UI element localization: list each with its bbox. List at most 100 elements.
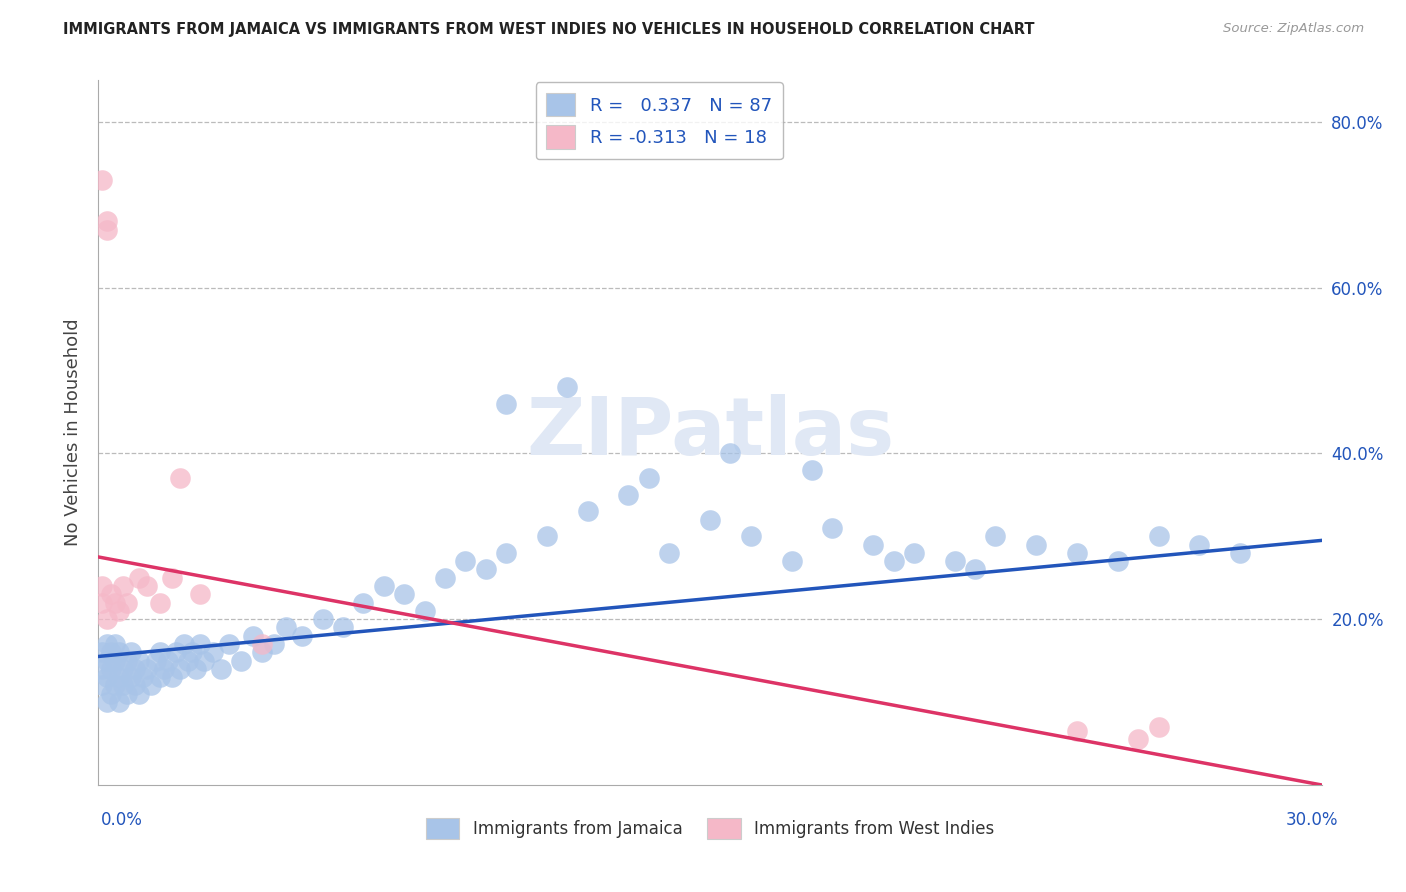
Point [392,587,416,601]
Point [312,612,335,626]
Point [136,662,159,676]
Point [1107,554,1129,568]
Point [115,596,138,610]
Point [699,513,721,527]
Point [91,579,114,593]
Point [186,662,208,676]
Point [1025,537,1047,551]
Point [883,554,905,568]
Point [617,488,640,502]
Point [218,637,240,651]
Point [104,678,127,692]
Point [132,670,155,684]
Text: IMMIGRANTS FROM JAMAICA VS IMMIGRANTS FROM WEST INDIES NO VEHICLES IN HOUSEHOLD : IMMIGRANTS FROM JAMAICA VS IMMIGRANTS FR… [63,22,1035,37]
Point [169,471,191,485]
Text: Source: ZipAtlas.com: Source: ZipAtlas.com [1223,22,1364,36]
Point [821,521,844,535]
Point [104,637,127,651]
Point [96,637,118,651]
Point [862,537,884,551]
Point [96,670,118,684]
Point [100,587,122,601]
Legend: Immigrants from Jamaica, Immigrants from West Indies: Immigrants from Jamaica, Immigrants from… [418,810,1002,847]
Point [209,662,232,676]
Point [250,637,273,651]
Point [780,554,803,568]
Point [263,637,285,651]
Text: ZIPatlas: ZIPatlas [526,393,894,472]
Point [149,645,172,659]
Point [91,596,114,610]
Point [120,645,142,659]
Point [169,662,191,676]
Point [1066,724,1088,739]
Point [96,654,118,668]
Point [352,596,374,610]
Point [1188,537,1211,551]
Point [555,380,579,394]
Text: 0.0%: 0.0% [101,811,143,829]
Point [242,629,264,643]
Point [373,579,395,593]
Point [1229,546,1251,560]
Point [152,662,174,676]
Point [96,214,118,228]
Point [111,678,134,692]
Point [965,562,987,576]
Point [495,546,517,560]
Point [274,620,297,634]
Point [91,678,114,692]
Point [181,645,204,659]
Point [100,662,122,676]
Point [201,645,224,659]
Point [188,587,212,601]
Point [108,695,131,709]
Point [108,645,131,659]
Point [474,562,498,576]
Point [115,687,138,701]
Point [1147,529,1170,543]
Point [91,662,114,676]
Point [128,687,150,701]
Point [156,654,179,668]
Point [128,571,150,585]
Point [637,471,661,485]
Point [115,654,138,668]
Point [1066,546,1088,560]
Point [718,446,742,460]
Point [104,654,127,668]
Point [96,612,118,626]
Point [165,645,187,659]
Point [231,654,253,668]
Point [100,687,122,701]
Point [454,554,477,568]
Point [332,620,354,634]
Point [149,596,172,610]
Point [903,546,925,560]
Point [120,670,142,684]
Point [576,504,599,518]
Y-axis label: No Vehicles in Household: No Vehicles in Household [63,318,82,547]
Point [108,670,131,684]
Point [801,463,824,477]
Point [658,546,681,560]
Point [173,637,195,651]
Point [108,604,131,618]
Point [250,645,273,659]
Point [434,571,457,585]
Point [104,596,127,610]
Point [96,695,118,709]
Point [291,629,314,643]
Point [136,579,159,593]
Point [111,579,134,593]
Text: 30.0%: 30.0% [1286,811,1339,829]
Point [100,645,122,659]
Point [413,604,436,618]
Point [111,662,134,676]
Point [943,554,966,568]
Point [124,662,146,676]
Point [145,654,167,668]
Point [495,396,517,410]
Point [124,678,146,692]
Point [149,670,172,684]
